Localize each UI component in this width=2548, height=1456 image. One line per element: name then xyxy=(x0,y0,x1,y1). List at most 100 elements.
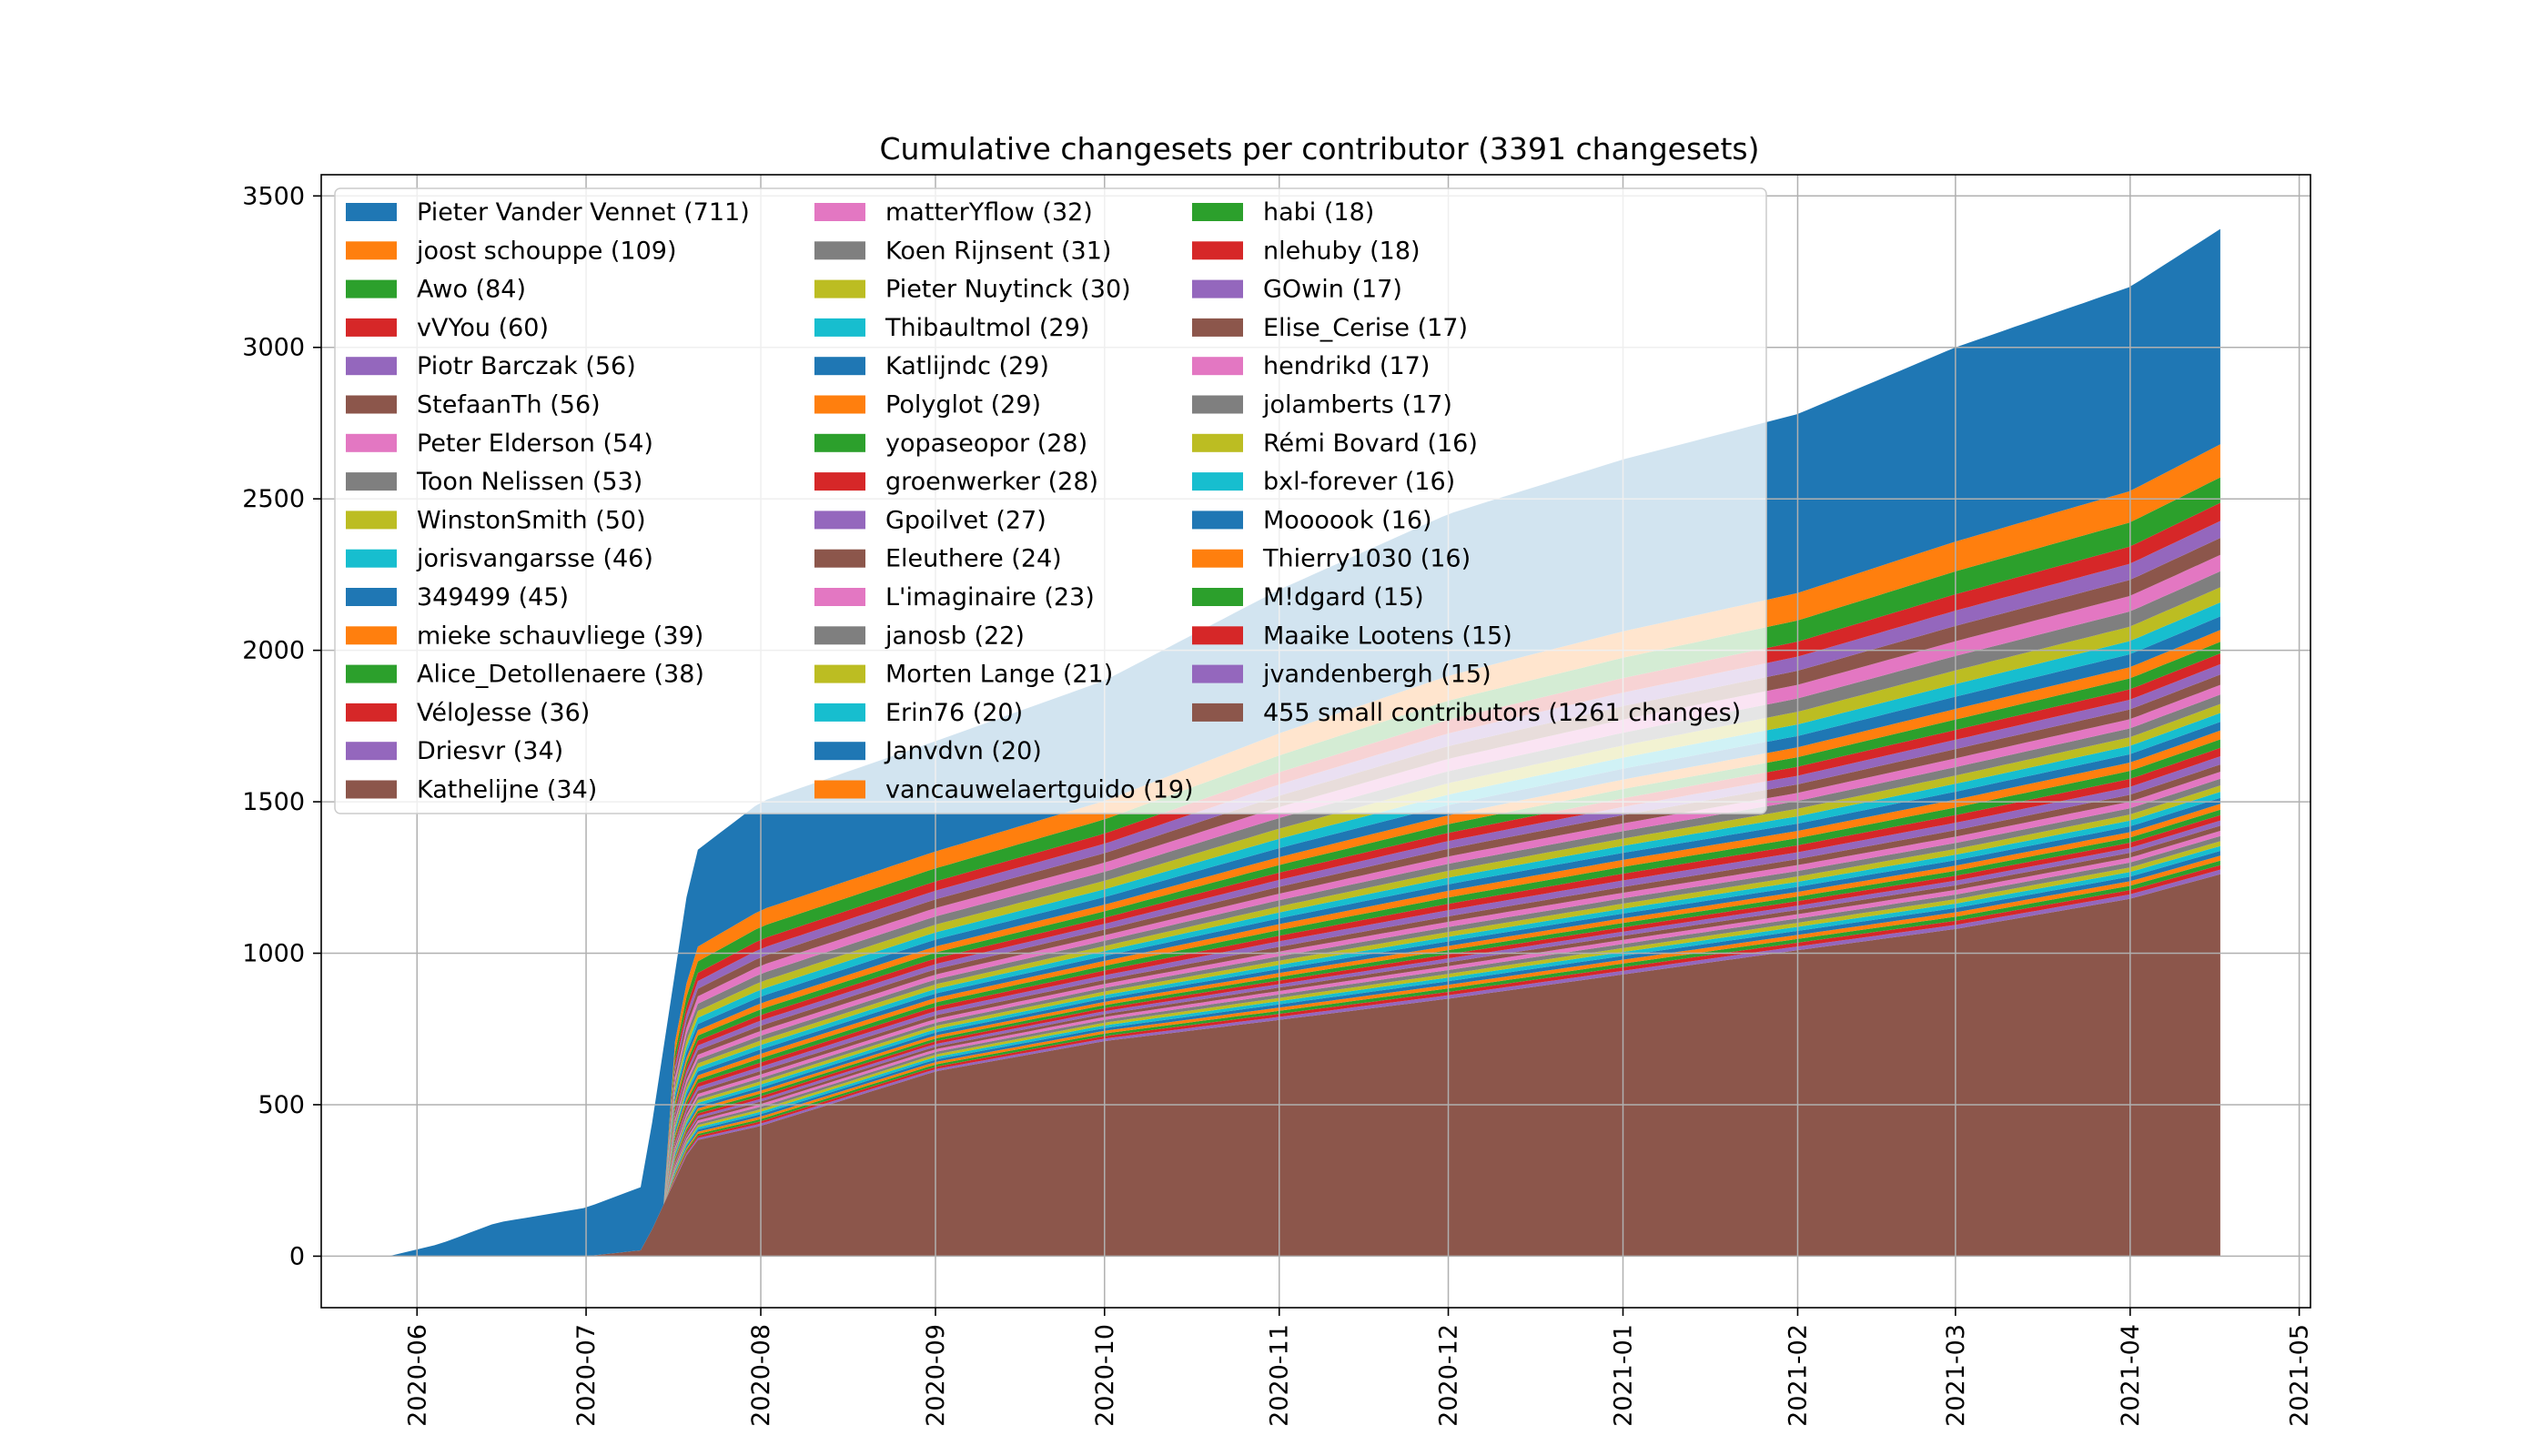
legend-swatch-45 xyxy=(1192,703,1243,722)
legend-label-40: Moooook (16) xyxy=(1263,506,1432,534)
legend-label-14: Driesvr (34) xyxy=(417,737,563,765)
legend-swatch-35 xyxy=(1192,318,1243,337)
legend-swatch-3 xyxy=(346,318,397,337)
legend-swatch-15 xyxy=(346,780,397,799)
area-series-19 xyxy=(389,713,2220,1257)
x-tick-label-2: 2020-08 xyxy=(747,1324,775,1427)
legend-swatch-14 xyxy=(346,742,397,761)
legend-swatch-24 xyxy=(814,511,865,530)
y-tick-label-6: 3000 xyxy=(242,334,305,362)
y-tick-label-0: 0 xyxy=(289,1242,305,1270)
legend-box xyxy=(334,187,1767,814)
legend-swatch-7 xyxy=(346,472,397,491)
y-tick-label-5: 2500 xyxy=(242,485,305,513)
legend-label-39: bxl-forever (16) xyxy=(1263,468,1455,496)
legend-label-38: Rémi Bovard (16) xyxy=(1263,430,1478,458)
legend-swatch-38 xyxy=(1192,433,1243,452)
legend-swatch-1 xyxy=(346,241,397,260)
legend-swatch-42 xyxy=(1192,588,1243,606)
legend-label-15: Kathelijne (34) xyxy=(417,776,597,804)
legend-swatch-22 xyxy=(814,433,865,452)
x-tick-label-7: 2021-01 xyxy=(1609,1324,1637,1427)
legend-label-9: jorisvangarsse (46) xyxy=(416,545,653,573)
y-tick-label-4: 2000 xyxy=(242,637,305,665)
area-series-4 xyxy=(389,521,2220,1257)
y-axis: 0 500 1000 1500 2000 2500 3000 3500 xyxy=(242,182,321,1270)
area-series-6 xyxy=(389,554,2220,1257)
legend-label-6: Peter Elderson (54) xyxy=(417,430,653,458)
legend-label-35: Elise_Cerise (17) xyxy=(1263,314,1468,342)
x-tick-label-10: 2021-04 xyxy=(2117,1324,2145,1427)
legend-swatch-40 xyxy=(1192,511,1243,530)
legend-swatch-23 xyxy=(814,472,865,491)
area-series-11 xyxy=(389,630,2220,1257)
x-tick-label-4: 2020-10 xyxy=(1091,1324,1119,1427)
area-series-10 xyxy=(389,616,2220,1257)
y-tick-label-7: 3500 xyxy=(242,182,305,210)
legend-swatch-26 xyxy=(814,588,865,606)
x-tick-label-11: 2021-05 xyxy=(2286,1324,2314,1427)
area-series-45 xyxy=(389,874,2220,1257)
plot-frame xyxy=(320,174,2311,1309)
area-series-9 xyxy=(389,602,2220,1257)
legend-swatch-20 xyxy=(814,357,865,376)
legend-label-18: Pieter Nuytinck (30) xyxy=(885,276,1131,304)
legend-label-19: Thibaultmol (29) xyxy=(885,314,1089,342)
x-tick-label-5: 2020-11 xyxy=(1266,1324,1294,1427)
area-series-12 xyxy=(389,642,2220,1257)
legend-label-13: VéloJesse (36) xyxy=(417,699,590,727)
legend-label-41: Thierry1030 (16) xyxy=(1262,545,1471,573)
x-tick-label-0: 2020-06 xyxy=(403,1324,431,1427)
legend-label-11: mieke schauvliege (39) xyxy=(417,622,703,650)
legend-swatch-39 xyxy=(1192,472,1243,491)
area-series-15 xyxy=(389,674,2220,1257)
legend-swatch-11 xyxy=(346,626,397,645)
area-series-17 xyxy=(389,694,2220,1257)
x-axis: 2020-06 2020-07 2020-08 2020-09 2020-10 2020-… xyxy=(403,1308,2314,1427)
legend-swatch-44 xyxy=(1192,664,1243,683)
area-series-13 xyxy=(389,653,2220,1257)
legend-label-17: Koen Rijnsent (31) xyxy=(885,237,1111,265)
y-tick-label-1: 500 xyxy=(258,1091,305,1119)
legend: Pieter Vander Vennet (711) joost schouppe… xyxy=(334,187,1767,814)
legend-label-28: Morten Lange (21) xyxy=(885,661,1113,689)
x-tick-label-1: 2020-07 xyxy=(572,1324,601,1427)
legend-swatch-10 xyxy=(346,588,397,606)
legend-swatch-13 xyxy=(346,703,397,722)
x-tick-label-9: 2021-03 xyxy=(1942,1324,1970,1427)
area-series-21 xyxy=(389,730,2220,1257)
legend-label-24: Gpoilvet (27) xyxy=(885,506,1046,534)
x-tick-label-6: 2020-12 xyxy=(1435,1324,1463,1427)
legend-swatch-32 xyxy=(1192,203,1243,221)
area-series-25 xyxy=(389,764,2220,1257)
legend-label-16: matterYflow (32) xyxy=(885,198,1093,227)
legend-swatch-18 xyxy=(814,279,865,298)
legend-swatch-28 xyxy=(814,664,865,683)
legend-swatch-2 xyxy=(346,279,397,298)
legend-swatch-31 xyxy=(814,780,865,799)
legend-label-45: 455 small contributors (1261 changes) xyxy=(1263,699,1741,727)
y-tick-label-3: 1500 xyxy=(242,788,305,816)
legend-label-21: Polyglot (29) xyxy=(885,391,1041,420)
area-series-20 xyxy=(389,722,2220,1257)
legend-label-23: groenwerker (28) xyxy=(885,468,1098,496)
legend-label-22: yopaseopor (28) xyxy=(885,430,1087,458)
legend-swatch-27 xyxy=(814,626,865,645)
legend-swatch-16 xyxy=(814,203,865,221)
legend-label-32: habi (18) xyxy=(1263,198,1374,227)
legend-label-10: 349499 (45) xyxy=(417,583,569,612)
area-series-5 xyxy=(389,538,2220,1257)
legend-label-12: Alice_Detollenaere (38) xyxy=(417,661,704,689)
area-series-22 xyxy=(389,739,2220,1257)
area-series-16 xyxy=(389,684,2220,1257)
legend-swatch-8 xyxy=(346,511,397,530)
legend-label-29: Erin76 (20) xyxy=(885,699,1023,727)
legend-label-44: jvandenbergh (15) xyxy=(1262,661,1491,689)
legend-swatch-0 xyxy=(346,203,397,221)
legend-label-20: Katlijndc (29) xyxy=(885,352,1049,380)
area-series-14 xyxy=(389,663,2220,1257)
legend-label-0: Pieter Vander Vennet (711) xyxy=(417,198,750,227)
legend-swatch-4 xyxy=(346,357,397,376)
area-series-7 xyxy=(389,571,2220,1257)
x-tick-label-8: 2021-02 xyxy=(1784,1324,1812,1427)
